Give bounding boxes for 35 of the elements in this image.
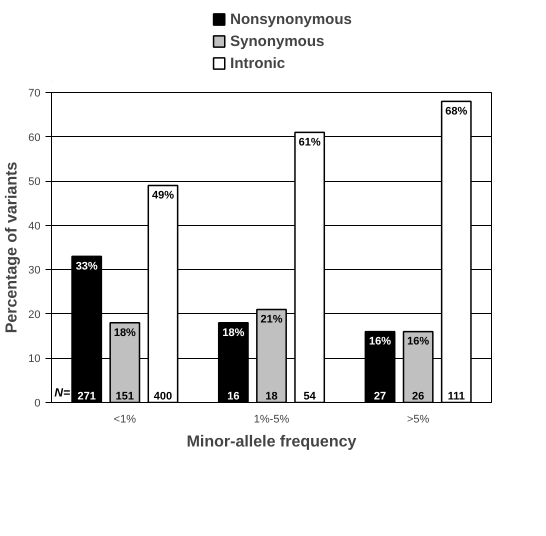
- data-label: 16%: [407, 336, 430, 348]
- data-label: 21%: [260, 314, 283, 326]
- annotation: 151: [116, 390, 134, 402]
- annotation: N=: [54, 386, 70, 400]
- x-axis-title: Minor-allele frequency: [186, 434, 357, 450]
- annotation: 18: [265, 390, 278, 402]
- data-label: 18%: [222, 326, 245, 339]
- data-label: 16%: [369, 336, 392, 348]
- annotation: 400: [154, 390, 172, 402]
- annotation: 16: [227, 390, 240, 402]
- annotation: 111: [448, 390, 465, 402]
- annotation: 271: [78, 390, 96, 402]
- y-tick-label: 50: [28, 176, 41, 188]
- y-tick-label: 70: [28, 88, 41, 100]
- data-label: 49%: [152, 190, 174, 202]
- y-tick-label: 30: [28, 264, 41, 277]
- annotation: 26: [412, 390, 424, 402]
- y-tick-label: 40: [28, 220, 41, 232]
- x-tick-label: <1%: [114, 414, 136, 426]
- data-label: 18%: [114, 326, 136, 339]
- legend-label: Synonymous: [230, 32, 324, 51]
- y-tick-label: 20: [28, 308, 41, 321]
- x-tick-label: 1%-5%: [254, 414, 290, 426]
- legend-label: Nonsynonymous: [230, 10, 352, 29]
- legend-label: Intronic: [230, 54, 286, 73]
- x-tick-label: >5%: [407, 414, 430, 426]
- annotation: 54: [304, 390, 317, 402]
- y-axis-title: Percentage of variants: [3, 162, 20, 334]
- y-tick-label: 0: [34, 398, 41, 410]
- annotation: 27: [374, 390, 386, 402]
- y-tick-label: 10: [28, 353, 41, 366]
- y-tick-label: 60: [28, 132, 41, 144]
- data-label: 33%: [76, 260, 98, 272]
- data-label: 61%: [298, 136, 321, 148]
- data-label: 68%: [445, 105, 468, 118]
